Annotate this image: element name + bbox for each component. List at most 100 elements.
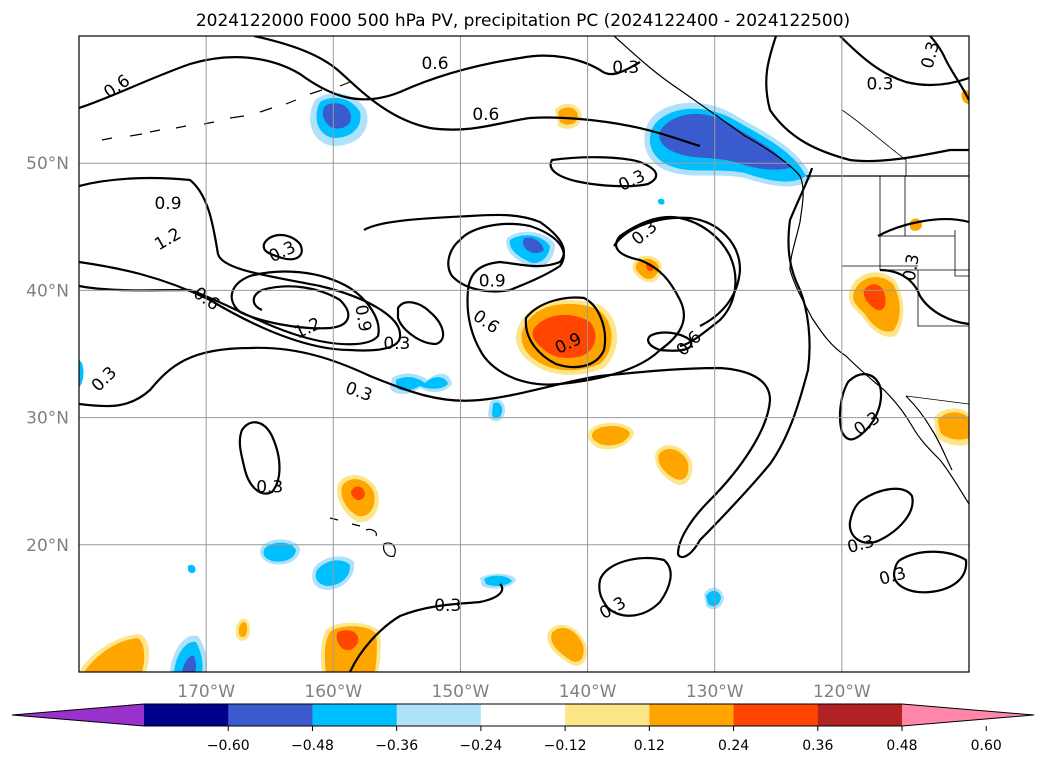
north-america-coastline bbox=[613, 36, 969, 505]
colorbar-segment bbox=[396, 704, 482, 726]
pv-contour-line bbox=[613, 216, 742, 327]
latitude-label: 50°N bbox=[26, 154, 69, 174]
contour-label: 0.9 bbox=[154, 194, 181, 214]
colorbar-tick-label: −0.12 bbox=[544, 738, 587, 754]
colorbar-extend-low bbox=[12, 704, 144, 726]
colorbar-tick-label: 0.60 bbox=[971, 738, 1002, 754]
pv-contour-line bbox=[879, 268, 969, 326]
contour-label: 0.6 bbox=[421, 54, 448, 74]
pv-contour-line bbox=[549, 156, 658, 188]
pv-contour-line bbox=[447, 222, 565, 293]
baja-coastline bbox=[905, 395, 953, 471]
precip-positive-region bbox=[551, 627, 584, 662]
precip-negative-region bbox=[322, 103, 352, 129]
map-frame bbox=[78, 35, 970, 673]
contour-label: 0.9 bbox=[350, 303, 374, 333]
longitude-label: 160°W bbox=[304, 682, 362, 702]
colorbar-segment bbox=[312, 704, 398, 726]
precip-negative-region bbox=[263, 542, 296, 562]
colorbar-segment bbox=[565, 704, 650, 726]
contour-label: 0.3 bbox=[434, 596, 461, 616]
precip-negative-region bbox=[79, 360, 84, 388]
precip-negative-region bbox=[659, 113, 790, 170]
precip-positive-region bbox=[592, 425, 630, 446]
contour-label: 0.9 bbox=[479, 271, 506, 291]
pv-contour-line bbox=[79, 270, 380, 346]
figure-title: 2024122000 F000 500 hPa PV, precipitatio… bbox=[196, 11, 850, 31]
precip-negative-region bbox=[657, 198, 665, 205]
contour-label: 0.3 bbox=[256, 478, 283, 498]
colorbar-tick-label: 0.12 bbox=[634, 738, 665, 754]
precip-negative-region bbox=[484, 575, 512, 586]
precip-positive-region bbox=[350, 486, 365, 501]
longitude-label: 140°W bbox=[559, 682, 617, 702]
longitude-label: 130°W bbox=[686, 682, 744, 702]
colorbar-tick-label: 0.48 bbox=[886, 738, 917, 754]
contour-label: 0.3 bbox=[900, 252, 924, 282]
colorbar-tick-label: 0.36 bbox=[802, 738, 833, 754]
precip-positive-region bbox=[938, 412, 969, 440]
colorbar-tick-label: −0.36 bbox=[375, 738, 418, 754]
aleutian-islands bbox=[101, 81, 351, 141]
precip-positive-region bbox=[239, 622, 248, 638]
latitude-label: 40°N bbox=[26, 281, 69, 301]
pv-contour-line bbox=[765, 36, 969, 163]
hawaiian-islands bbox=[329, 517, 396, 557]
precip-negative-region bbox=[396, 376, 448, 391]
precip-negative-region bbox=[187, 564, 196, 574]
pv-contour-line bbox=[524, 296, 607, 369]
us-state-borders bbox=[842, 176, 969, 327]
pv-contours bbox=[79, 36, 969, 672]
pv-contour-line bbox=[929, 36, 969, 101]
longitude-label: 120°W bbox=[813, 682, 871, 702]
precip-positive-region bbox=[658, 448, 689, 480]
canada-province-border bbox=[841, 109, 907, 176]
precip-positive-region bbox=[532, 314, 596, 358]
pv-contour-line bbox=[396, 301, 445, 346]
colorbar-tick-label: −0.60 bbox=[207, 738, 250, 754]
island-outline bbox=[329, 517, 396, 557]
colorbar-segment bbox=[817, 704, 903, 726]
colorbar-tick-label: −0.24 bbox=[459, 738, 502, 754]
coastlines bbox=[101, 36, 969, 505]
colorbar-segment bbox=[733, 704, 819, 726]
contour-label: 0.3 bbox=[612, 58, 639, 78]
precip-negative-region bbox=[522, 237, 544, 253]
colorbar-segment bbox=[649, 704, 735, 726]
colorbar-extend-high bbox=[902, 704, 1034, 726]
colorbar: −0.60 −0.48 −0.36 −0.24 −0.12 0.12 0.24 0.36 0.4… bbox=[11, 703, 1035, 754]
colorbar-outline bbox=[11, 703, 1035, 727]
contour-label: 0.3 bbox=[383, 334, 410, 354]
colorbar-segment bbox=[480, 704, 566, 726]
pv-contour-line bbox=[363, 213, 737, 386]
precip-negative-region bbox=[182, 655, 196, 672]
pv-contour-line bbox=[848, 487, 914, 544]
pv-contour-line bbox=[892, 550, 968, 594]
pv-contour-line bbox=[79, 54, 641, 110]
colorbar-tick-label: 0.24 bbox=[718, 738, 749, 754]
pv-contour-line bbox=[839, 36, 969, 87]
pv-contour-line bbox=[79, 176, 402, 352]
latitude-tick-labels: 50°N 40°N 30°N 20°N bbox=[26, 154, 69, 556]
us-mexico-border bbox=[905, 395, 969, 405]
colorbar-tick-label: −0.48 bbox=[291, 738, 334, 754]
colorbar-segment bbox=[228, 704, 313, 726]
pv-contour-line bbox=[253, 36, 701, 148]
longitude-label: 150°W bbox=[432, 682, 490, 702]
contour-label: 0.3 bbox=[866, 74, 893, 94]
precip-negative-region bbox=[706, 590, 721, 607]
graticule bbox=[79, 36, 969, 672]
longitude-label: 170°W bbox=[177, 682, 235, 702]
pv-contour-line bbox=[79, 167, 814, 559]
longitude-tick-labels: 170°W 160°W 150°W 140°W 130°W 120°W bbox=[177, 682, 871, 702]
pv-contour-line bbox=[647, 331, 693, 352]
precip-positive-region bbox=[84, 638, 145, 672]
precip-negative-region bbox=[492, 402, 503, 419]
pv-contour-line bbox=[877, 218, 969, 237]
pv-contour-line bbox=[262, 233, 303, 261]
pv-contour-line bbox=[238, 421, 281, 495]
pv-contour-line bbox=[348, 583, 504, 672]
contour-label: 0.6 bbox=[472, 105, 499, 125]
precip-positive-region bbox=[961, 89, 969, 104]
